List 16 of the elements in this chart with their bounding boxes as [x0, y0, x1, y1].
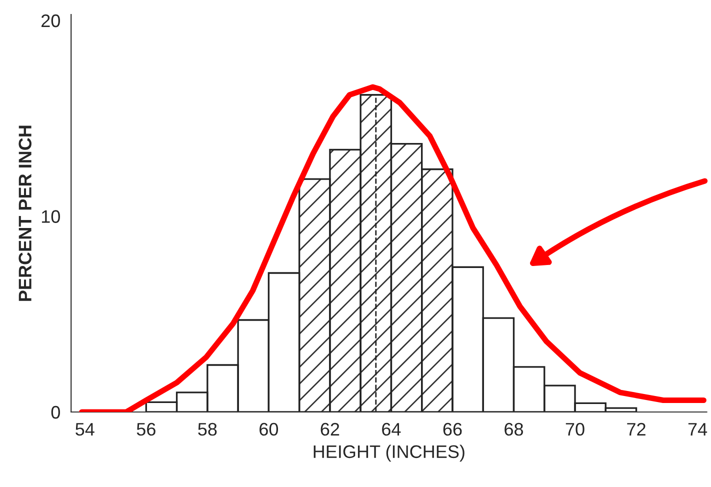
x-tick-label: 72	[627, 422, 646, 436]
x-tick-label: 68	[504, 422, 524, 436]
x-tick-label: 66	[443, 422, 462, 436]
x-tick-label: 54	[76, 423, 94, 436]
y-tick-label: 0	[51, 406, 60, 419]
y-axis-title: PERCENT PER INCH	[18, 126, 32, 301]
x-tick-label: 64	[382, 422, 401, 436]
x-tick-label: 62	[320, 422, 340, 436]
x-tick-label: 74	[688, 423, 708, 436]
x-tick-label: 58	[198, 422, 217, 436]
x-tick-label: 60	[260, 422, 278, 436]
x-axis-title: HEIGHT (INCHES)	[314, 444, 464, 462]
y-tick-label: 20	[42, 14, 60, 28]
y-tick-label: 10	[42, 210, 60, 223]
x-tick-label: 56	[136, 422, 156, 436]
x-tick-label: 70	[566, 422, 584, 436]
